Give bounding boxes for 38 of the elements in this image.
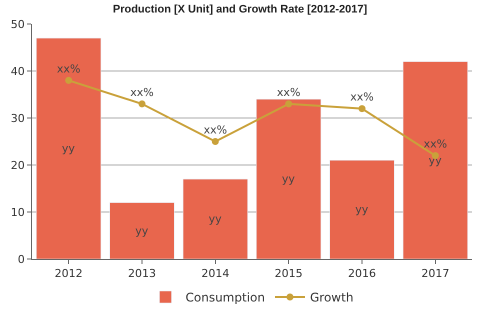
data-label: yy bbox=[208, 212, 222, 226]
x-tick-label: 2014 bbox=[201, 267, 230, 280]
legend-label: Consumption bbox=[186, 290, 265, 305]
data-label: xx% bbox=[350, 90, 374, 104]
data-label: yy bbox=[282, 172, 296, 186]
legend-label: Growth bbox=[310, 290, 354, 305]
y-tick-label: 20 bbox=[10, 158, 25, 172]
x-tick-label: 2015 bbox=[274, 267, 303, 280]
data-label: xx% bbox=[424, 137, 448, 150]
data-label: yy bbox=[355, 203, 369, 216]
y-tick-label: 30 bbox=[10, 112, 25, 125]
bar bbox=[182, 178, 248, 259]
bar bbox=[402, 61, 468, 259]
point bbox=[358, 105, 366, 112]
bar bbox=[256, 98, 322, 259]
x-tick-label: 2016 bbox=[348, 267, 376, 280]
x-tick-label: 2017 bbox=[421, 267, 450, 280]
chart-title: Production [X Unit] and Growth Rate [2012-2017] bbox=[112, 4, 368, 16]
y-tick-label: 0 bbox=[18, 252, 25, 266]
x-tick-label: 2013 bbox=[128, 267, 156, 280]
data-label: xx% bbox=[56, 62, 80, 76]
point bbox=[212, 138, 219, 145]
point bbox=[138, 100, 146, 108]
x-tick-label: 2012 bbox=[54, 267, 83, 280]
bar bbox=[36, 38, 102, 259]
y-tick-label: 40 bbox=[10, 64, 25, 78]
data-label: yy bbox=[428, 154, 442, 167]
data-label: xx% bbox=[204, 123, 228, 136]
bar bbox=[329, 160, 395, 259]
data-label: xx% bbox=[276, 86, 300, 99]
y-tick-label: 50 bbox=[10, 18, 25, 31]
point bbox=[285, 100, 292, 108]
point bbox=[65, 76, 72, 84]
data-label: yy bbox=[62, 142, 76, 156]
data-label: yy bbox=[135, 224, 149, 238]
y-tick-label: 10 bbox=[10, 206, 25, 219]
data-label: xx% bbox=[130, 86, 154, 99]
bar bbox=[109, 202, 175, 259]
